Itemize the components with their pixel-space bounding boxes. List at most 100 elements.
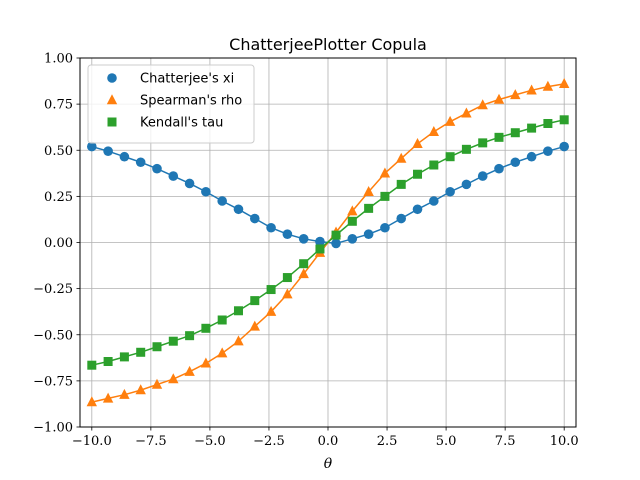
chatterjee-s-xi-point bbox=[233, 204, 244, 215]
spearman-s-rho-point bbox=[493, 93, 505, 104]
chatterjee-s-xi-point bbox=[380, 222, 390, 233]
y-tick-label: −0.25 bbox=[33, 282, 73, 297]
kendall-s-tau-point bbox=[413, 169, 423, 179]
kendall-s-tau-point bbox=[380, 191, 390, 201]
spearman-s-rho-point bbox=[216, 347, 228, 358]
spearman-s-rho-point bbox=[542, 80, 554, 91]
spearman-s-rho-point bbox=[298, 268, 309, 279]
kendall-s-tau-point bbox=[429, 160, 439, 170]
chatterjee-s-xi-point bbox=[412, 204, 423, 215]
series-layer bbox=[86, 78, 570, 407]
chatterjee-s-xi-point bbox=[477, 171, 488, 181]
legend-marker-chatterjee-s-xi bbox=[107, 73, 117, 83]
x-tick-label: −5.0 bbox=[194, 434, 226, 449]
legend-frame bbox=[87, 64, 255, 144]
spearman-s-rho-point bbox=[249, 320, 260, 331]
chatterjee-s-xi-point bbox=[168, 171, 179, 181]
kendall-s-tau-point bbox=[233, 306, 243, 316]
spearman-s-rho-point bbox=[558, 78, 570, 89]
x-axis-label: θ bbox=[324, 456, 333, 472]
chatterjee-s-xi-point bbox=[298, 234, 309, 244]
spearman-s-rho-point bbox=[265, 305, 277, 316]
spearman-s-rho-point bbox=[200, 357, 212, 368]
chatterjee-s-xi-point bbox=[152, 163, 162, 174]
kendall-s-tau-point bbox=[396, 179, 406, 189]
chatterjee-s-xi-point bbox=[559, 141, 569, 152]
kendall-s-tau-point bbox=[185, 331, 195, 341]
kendall-s-tau-point bbox=[250, 296, 260, 306]
chatterjee-s-xi-point bbox=[331, 238, 341, 249]
kendall-s-tau-point bbox=[494, 132, 504, 142]
x-tick-label: 10.0 bbox=[550, 434, 579, 449]
kendall-s-tau-point bbox=[103, 357, 113, 367]
chatterjee-s-xi-point bbox=[201, 186, 211, 197]
spearman-s-rho-point bbox=[477, 99, 488, 110]
chatterjee-s-xi-point bbox=[445, 186, 455, 197]
kendall-s-tau-point bbox=[217, 315, 227, 325]
kendall-s-tau-point bbox=[478, 138, 488, 148]
kendall-s-tau-point bbox=[282, 273, 292, 283]
y-tick-label: 0.25 bbox=[44, 190, 73, 205]
legend: Chatterjee's xi Spearman's rho Kendall's t… bbox=[87, 64, 255, 144]
kendall-s-tau-point bbox=[87, 360, 97, 370]
kendall-s-tau-point bbox=[168, 336, 178, 346]
y-tick-label: 0.75 bbox=[44, 98, 73, 113]
spearman-s-rho-point bbox=[119, 388, 130, 399]
kendall-s-tau-point bbox=[266, 285, 276, 295]
kendall-s-tau-series bbox=[87, 115, 569, 370]
spearman-s-rho-point bbox=[428, 126, 440, 136]
chatterjee-s-xi-point bbox=[526, 151, 537, 162]
kendall-s-tau-point bbox=[299, 259, 309, 269]
spearman-s-rho-point bbox=[347, 205, 358, 216]
x-tick-label: −7.5 bbox=[135, 434, 167, 449]
kendall-s-tau-point bbox=[527, 123, 537, 133]
chatterjee-s-xi-point bbox=[396, 213, 407, 224]
legend-marker-kendall-s-tau bbox=[107, 117, 117, 127]
x-tick-label: 7.5 bbox=[495, 434, 516, 449]
y-tick-label: −0.50 bbox=[33, 328, 73, 343]
x-tick-label: 0.0 bbox=[318, 434, 339, 449]
chatterjee-s-xi-point bbox=[184, 178, 195, 189]
spearman-s-rho-point bbox=[526, 84, 537, 95]
chatterjee-s-xi-point bbox=[249, 213, 260, 224]
kendall-s-tau-point bbox=[347, 216, 357, 226]
x-tick-label: 2.5 bbox=[377, 434, 398, 449]
y-tick-label: 0.00 bbox=[44, 236, 73, 251]
spearman-s-rho-point bbox=[168, 373, 179, 384]
kendall-s-tau-point bbox=[136, 347, 146, 357]
x-tick-label: 5.0 bbox=[436, 434, 457, 449]
chatterjee-s-xi-point bbox=[347, 234, 358, 244]
y-tick-label: 0.50 bbox=[44, 144, 73, 159]
y-tick-label: −1.00 bbox=[33, 421, 73, 436]
chatterjee-s-xi-point bbox=[494, 163, 504, 174]
x-tick-label: −2.5 bbox=[253, 434, 285, 449]
chatterjee-s-xi-point bbox=[266, 222, 276, 233]
spearman-s-rho-point bbox=[412, 137, 423, 148]
chatterjee-s-xi-series bbox=[87, 141, 569, 249]
chatterjee-s-xi-point bbox=[119, 151, 130, 162]
legend-label-spearman-s-rho: Spearman's rho bbox=[140, 94, 242, 109]
chatterjee-s-xi-point bbox=[103, 146, 113, 156]
chart-title: ChatterjeePlotter Copula bbox=[229, 35, 427, 54]
chatterjee-s-xi-point bbox=[87, 141, 97, 152]
spearman-s-rho-point bbox=[379, 167, 391, 178]
legend-marker-spearman-s-rho bbox=[106, 94, 118, 105]
kendall-s-tau-point bbox=[510, 128, 520, 138]
kendall-s-tau-point bbox=[364, 203, 374, 213]
legend-label-chatterjee-s-xi: Chatterjee's xi bbox=[140, 72, 234, 87]
kendall-s-tau-point bbox=[331, 230, 341, 240]
kendall-s-tau-point bbox=[201, 323, 211, 333]
spearman-s-rho-point bbox=[86, 396, 98, 407]
spearman-s-rho-point bbox=[282, 288, 293, 299]
chatterjee-s-xi-point bbox=[510, 157, 521, 168]
spearman-s-rho-point bbox=[135, 384, 146, 395]
spearman-s-rho-point bbox=[396, 152, 407, 163]
spearman-s-rho-point bbox=[102, 392, 114, 403]
kendall-s-tau-point bbox=[461, 144, 471, 154]
kendall-s-tau-point bbox=[559, 115, 569, 125]
kendall-s-tau-point bbox=[119, 352, 129, 362]
spearman-s-rho-point bbox=[151, 378, 163, 389]
spearman-s-rho-point bbox=[363, 185, 374, 196]
x-tick-label: −10.0 bbox=[72, 434, 112, 449]
chatterjee-s-xi-point bbox=[315, 236, 325, 247]
